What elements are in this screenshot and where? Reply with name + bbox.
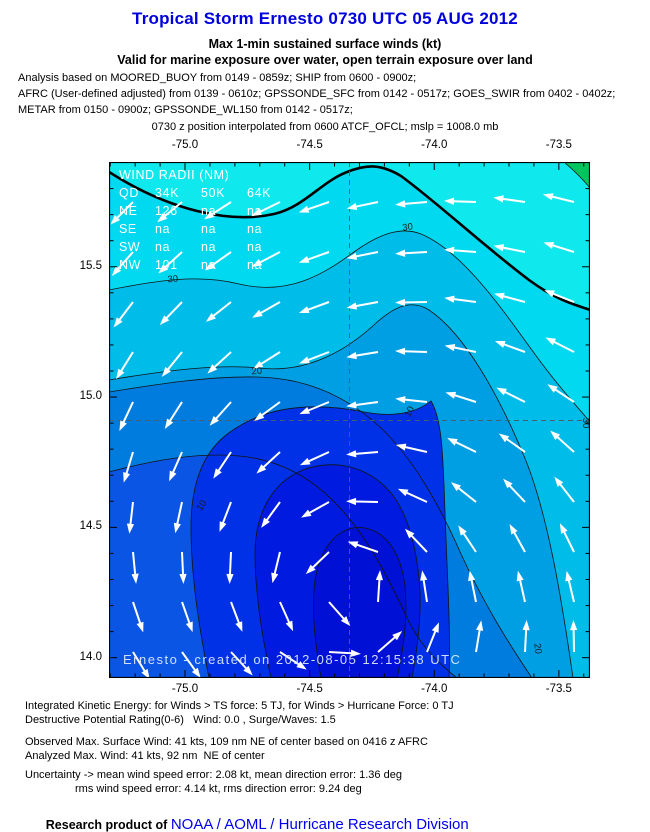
wind-radii-row: QD 34K 50K 64K xyxy=(119,184,287,202)
uncertainty-line-1: Uncertainty -> mean wind speed error: 2.… xyxy=(25,769,402,781)
wind-radii-cell: na xyxy=(247,258,263,272)
contour-line-10 xyxy=(190,400,450,678)
contour-value-labels: 30 30 30 20 20 10 10 xyxy=(167,221,590,654)
contour-label-30: 30 xyxy=(167,274,178,286)
contour-line-30 xyxy=(109,230,590,423)
credit-link-aoml[interactable]: AOML xyxy=(224,816,267,832)
analysis-line-2: AFRC (User-defined adjusted) from 0139 -… xyxy=(18,88,616,100)
contour-line-34kt-thick xyxy=(109,165,590,312)
contour-label-30: 30 xyxy=(580,418,590,429)
credit-separator: / xyxy=(266,816,279,832)
wind-radii-row: NE 126 na na xyxy=(119,202,287,220)
wind-analysis-map: 30 30 30 20 20 10 10 WIND RADII (NM) QD 34K 50K 64… xyxy=(109,162,590,678)
band-35kt-plus xyxy=(564,162,590,188)
x-axis-labels-top: -75.0 -74.5 -74.0 -73.5 xyxy=(109,139,590,153)
band-core-min xyxy=(313,527,406,678)
dpr-line: Destructive Potential Rating(0-6) Wind: … xyxy=(25,714,336,726)
wind-radii-cell: SW xyxy=(119,240,141,254)
x-tick-label: -73.5 xyxy=(545,139,572,151)
analyzed-max-line: Analyzed Max. Wind: 41 kts, 92 nm NE of … xyxy=(25,750,265,762)
contour-label-20: 20 xyxy=(251,366,262,378)
contour-label-10: 10 xyxy=(402,405,417,420)
x-axis-labels-bottom: -75.0 -74.5 -74.0 -73.5 xyxy=(109,683,590,697)
map-frame xyxy=(109,162,590,678)
page-title: Tropical Storm Ernesto 0730 UTC 05 AUG 2… xyxy=(132,9,518,28)
wind-radii-cell: QD xyxy=(119,186,139,200)
wind-radii-cell: 101 xyxy=(155,258,178,272)
wind-radii-cell: NE xyxy=(119,204,138,218)
analysis-line-1: Analysis based on MOORED_BUOY from 0149 … xyxy=(18,72,417,84)
x-tick-label: -74.5 xyxy=(296,139,323,151)
wind-radii-cell: 126 xyxy=(155,204,178,218)
wind-radii-row: NW 101 na na xyxy=(119,256,287,274)
wind-radii-cell: 50K xyxy=(201,186,226,200)
y-tick-label: 14.5 xyxy=(79,520,102,533)
y-tick-label: 15.5 xyxy=(79,259,102,272)
wind-radii-cell: na xyxy=(201,204,217,218)
analysis-line-3: METAR from 0150 - 0900z; GPSSONDE_WL150 … xyxy=(18,104,353,116)
subtitle-winds: Max 1-min sustained surface winds (kt) xyxy=(208,37,442,51)
contour-line-20 xyxy=(109,376,533,678)
y-axis-labels: 15.5 15.0 14.5 14.0 xyxy=(58,162,104,678)
wind-radii-table: WIND RADII (NM) QD 34K 50K 64K NE 126 na na SE na n… xyxy=(119,166,287,274)
wind-radii-cell: 34K xyxy=(155,186,180,200)
contour-line-15 xyxy=(109,454,458,678)
contour-plot: 30 30 30 20 20 10 10 xyxy=(109,162,590,678)
wind-radii-row: SE na na na xyxy=(119,220,287,238)
wind-radii-cell: na xyxy=(155,240,171,254)
contour-line-core xyxy=(312,527,407,678)
position-line: 0730 z position interpolated from 0600 A… xyxy=(151,121,499,133)
contour-line-35 xyxy=(563,162,590,189)
contour-line-25 xyxy=(109,304,574,678)
ike-line: Integrated Kinetic Energy: for Winds > T… xyxy=(25,700,454,712)
storm-center-crosshair xyxy=(109,162,590,678)
x-tick-label: -75.0 xyxy=(171,683,199,695)
wind-radii-cell: na xyxy=(201,222,217,236)
observed-max-line: Observed Max. Surface Wind: 41 kts, 109 … xyxy=(25,736,428,748)
wind-radii-cell: na xyxy=(201,240,217,254)
x-tick-label: -74.0 xyxy=(421,683,448,695)
contour-lines xyxy=(109,162,590,678)
wind-radii-cell: na xyxy=(247,222,263,236)
credit-link-noaa[interactable]: NOAA xyxy=(170,816,213,832)
wind-radii-title: WIND RADII (NM) xyxy=(119,168,230,182)
credit-link-hurricane-research-division[interactable]: Hurricane Research Division xyxy=(278,816,469,832)
x-tick-label: -73.5 xyxy=(545,683,572,695)
wind-radii-row: SW na na na xyxy=(119,238,287,256)
y-tick-label: 15.0 xyxy=(79,390,102,403)
wind-radii-cell: NW xyxy=(119,258,142,272)
map-watermark: Ernesto - created on 2012-08-05 12:15:38… xyxy=(123,652,462,667)
subtitle-exposure: Valid for marine exposure over water, op… xyxy=(117,53,533,67)
wind-radii-cell: na xyxy=(201,258,217,272)
x-tick-label: -75.0 xyxy=(171,139,199,151)
wind-direction-arrows xyxy=(110,193,578,678)
wind-radii-cell: na xyxy=(247,240,263,254)
uncertainty-line-2: rms wind speed error: 4.14 kt, rms direc… xyxy=(75,783,362,795)
contour-line-5 xyxy=(254,464,421,678)
credit-prefix: Research product of xyxy=(45,818,171,832)
x-tick-label: -74.0 xyxy=(421,139,448,151)
contour-label-10: 10 xyxy=(194,498,209,513)
contour-label-20: 20 xyxy=(531,643,543,655)
credit-line: Research product of NOAA / AOML / Hurric… xyxy=(28,798,469,832)
contour-label-30: 30 xyxy=(402,221,414,233)
wind-radii-cell: 64K xyxy=(247,186,272,200)
wind-radii-cell: na xyxy=(247,204,263,218)
x-tick-label: -74.5 xyxy=(296,683,323,695)
credit-separator: / xyxy=(212,816,225,832)
wind-radii-cell: na xyxy=(155,222,171,236)
wind-radii-cell: SE xyxy=(119,222,137,236)
y-tick-label: 14.0 xyxy=(79,650,102,663)
